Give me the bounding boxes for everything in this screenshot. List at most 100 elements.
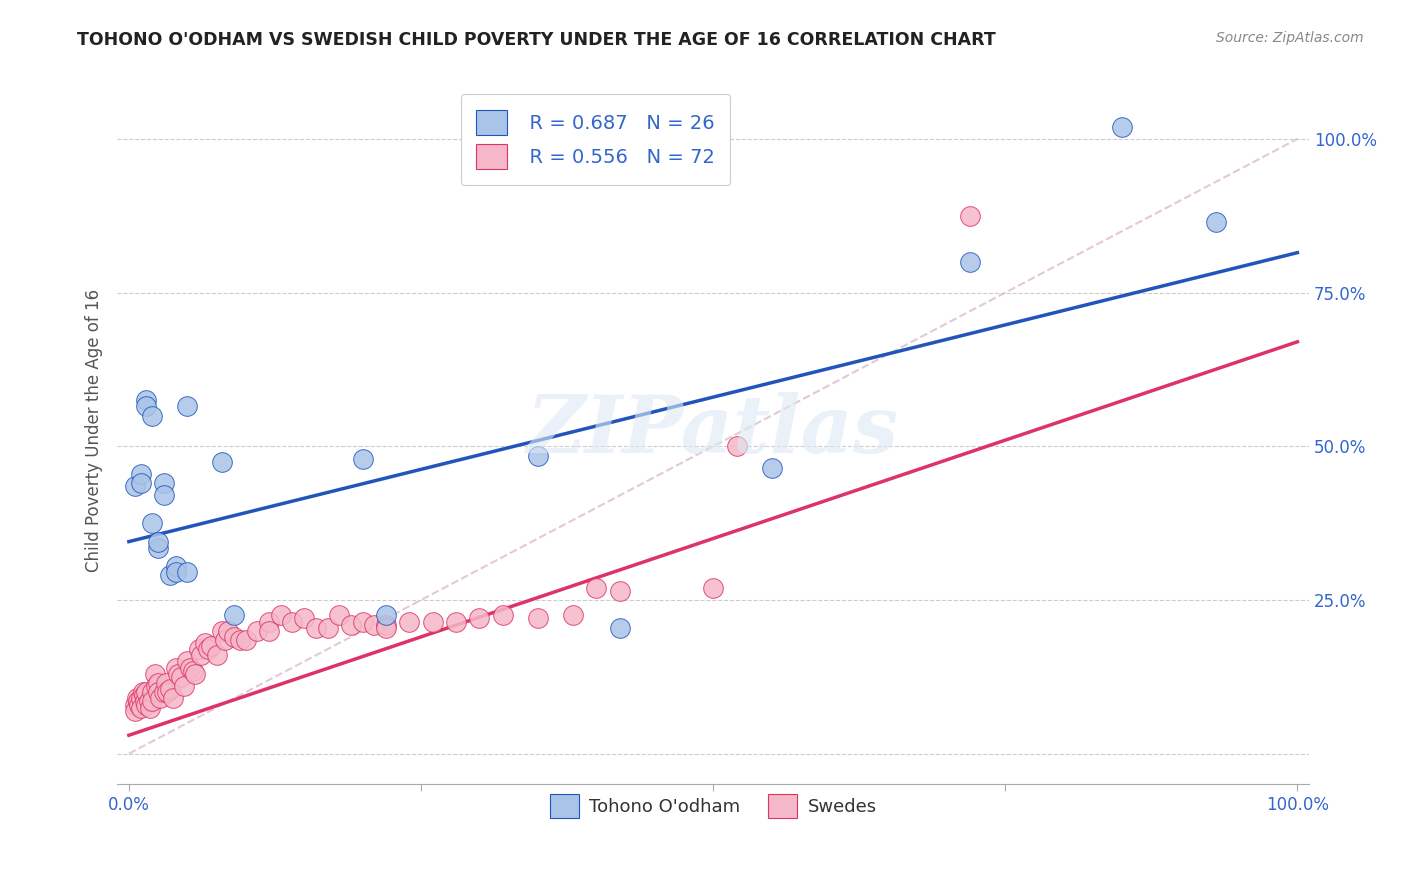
Point bbox=[132, 688, 155, 702]
Point bbox=[363, 617, 385, 632]
Point bbox=[162, 691, 184, 706]
Point bbox=[222, 608, 245, 623]
Point bbox=[197, 642, 219, 657]
Point bbox=[146, 685, 169, 699]
Point bbox=[188, 642, 211, 657]
Point bbox=[194, 636, 217, 650]
Point bbox=[375, 608, 398, 623]
Point bbox=[200, 639, 222, 653]
Point bbox=[246, 624, 269, 638]
Point bbox=[190, 648, 212, 663]
Point bbox=[155, 676, 177, 690]
Point bbox=[156, 685, 179, 699]
Point bbox=[761, 460, 783, 475]
Point bbox=[159, 682, 181, 697]
Point bbox=[375, 617, 398, 632]
Point bbox=[134, 694, 156, 708]
Point bbox=[702, 581, 724, 595]
Point bbox=[128, 698, 150, 712]
Point bbox=[129, 476, 152, 491]
Point bbox=[124, 704, 146, 718]
Point bbox=[170, 670, 193, 684]
Point bbox=[1111, 120, 1133, 134]
Point bbox=[211, 455, 233, 469]
Text: Source: ZipAtlas.com: Source: ZipAtlas.com bbox=[1216, 31, 1364, 45]
Point bbox=[316, 621, 339, 635]
Point bbox=[292, 611, 315, 625]
Point bbox=[725, 439, 748, 453]
Point bbox=[124, 479, 146, 493]
Text: TOHONO O'ODHAM VS SWEDISH CHILD POVERTY UNDER THE AGE OF 16 CORRELATION CHART: TOHONO O'ODHAM VS SWEDISH CHILD POVERTY … bbox=[77, 31, 995, 49]
Point bbox=[184, 666, 207, 681]
Point bbox=[527, 449, 550, 463]
Point bbox=[585, 581, 607, 595]
Point bbox=[257, 615, 280, 629]
Point bbox=[135, 393, 157, 408]
Point bbox=[132, 685, 155, 699]
Point bbox=[129, 691, 152, 706]
Point bbox=[1205, 215, 1227, 229]
Point bbox=[444, 615, 467, 629]
Point bbox=[959, 209, 981, 223]
Legend: Tohono O'odham, Swedes: Tohono O'odham, Swedes bbox=[543, 788, 884, 825]
Point bbox=[959, 255, 981, 269]
Point bbox=[375, 621, 398, 635]
Point bbox=[179, 660, 201, 674]
Point bbox=[352, 451, 374, 466]
Point bbox=[561, 608, 583, 623]
Point bbox=[153, 488, 176, 502]
Point bbox=[422, 615, 444, 629]
Point bbox=[143, 666, 166, 681]
Point bbox=[135, 400, 157, 414]
Point bbox=[211, 624, 233, 638]
Point bbox=[153, 685, 176, 699]
Point bbox=[149, 691, 172, 706]
Y-axis label: Child Poverty Under the Age of 16: Child Poverty Under the Age of 16 bbox=[86, 289, 103, 573]
Point bbox=[181, 664, 204, 678]
Point bbox=[146, 541, 169, 555]
Point bbox=[527, 611, 550, 625]
Point bbox=[127, 694, 149, 708]
Point bbox=[141, 685, 163, 699]
Point bbox=[135, 685, 157, 699]
Point bbox=[398, 615, 420, 629]
Point bbox=[135, 698, 157, 712]
Point bbox=[173, 679, 195, 693]
Point bbox=[235, 632, 257, 647]
Point bbox=[270, 608, 292, 623]
Text: ZIPatlas: ZIPatlas bbox=[527, 392, 900, 470]
Point bbox=[167, 666, 190, 681]
Point bbox=[145, 679, 167, 693]
Point bbox=[165, 559, 187, 574]
Point bbox=[222, 630, 245, 644]
Point bbox=[129, 700, 152, 714]
Point bbox=[609, 621, 631, 635]
Point bbox=[352, 615, 374, 629]
Point bbox=[609, 583, 631, 598]
Point bbox=[141, 409, 163, 423]
Point bbox=[141, 516, 163, 530]
Point bbox=[139, 700, 162, 714]
Point bbox=[129, 467, 152, 481]
Point bbox=[229, 632, 252, 647]
Point bbox=[214, 632, 236, 647]
Point bbox=[257, 624, 280, 638]
Point bbox=[146, 676, 169, 690]
Point bbox=[138, 694, 160, 708]
Point bbox=[176, 566, 198, 580]
Point bbox=[492, 608, 515, 623]
Point bbox=[176, 655, 198, 669]
Point bbox=[468, 611, 491, 625]
Point bbox=[328, 608, 350, 623]
Point bbox=[141, 694, 163, 708]
Point bbox=[340, 617, 363, 632]
Point bbox=[217, 624, 239, 638]
Point bbox=[153, 476, 176, 491]
Point bbox=[124, 698, 146, 712]
Point bbox=[305, 621, 328, 635]
Point bbox=[165, 660, 187, 674]
Point bbox=[125, 691, 148, 706]
Point bbox=[165, 566, 187, 580]
Point bbox=[159, 568, 181, 582]
Point bbox=[281, 615, 304, 629]
